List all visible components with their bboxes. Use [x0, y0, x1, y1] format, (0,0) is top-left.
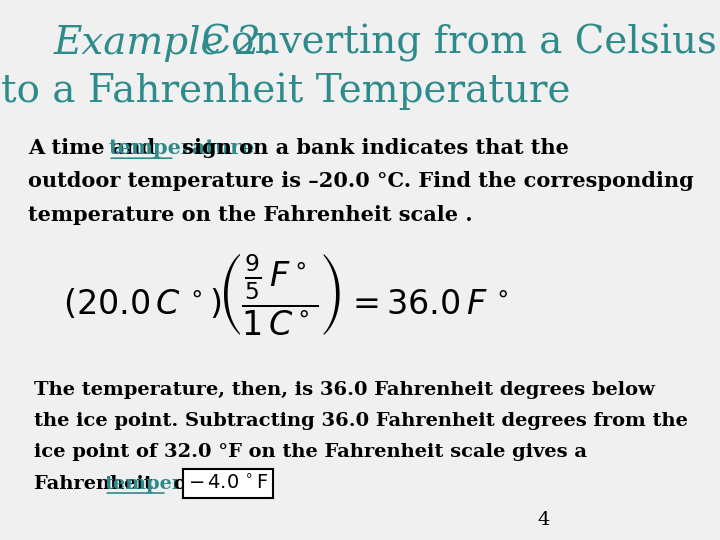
Text: Fahrenheit: Fahrenheit [34, 475, 159, 492]
Text: temperature: temperature [104, 475, 241, 492]
Text: 4: 4 [538, 511, 550, 529]
Text: sign on a bank indicates that the: sign on a bank indicates that the [174, 138, 569, 158]
Text: to a Fahrenheit Temperature: to a Fahrenheit Temperature [1, 73, 571, 110]
Text: $(20.0\,C\,{^\circ})\!\left(\dfrac{\frac{9}{5}\,F{^\circ}}{1\,C{^\circ}}\right) : $(20.0\,C\,{^\circ})\!\left(\dfrac{\frac… [63, 251, 509, 338]
Text: The temperature, then, is 36.0 Fahrenheit degrees below: The temperature, then, is 36.0 Fahrenhei… [34, 381, 654, 399]
Text: A time and: A time and [28, 138, 163, 158]
Text: temperature: temperature [109, 138, 255, 158]
Text: outdoor temperature is –20.0 °C. Find the corresponding: outdoor temperature is –20.0 °C. Find th… [28, 171, 694, 191]
Text: temperature on the Fahrenheit scale .: temperature on the Fahrenheit scale . [28, 205, 473, 225]
Text: the ice point. Subtracting 36.0 Fahrenheit degrees from the: the ice point. Subtracting 36.0 Fahrenhe… [34, 412, 688, 430]
Text: of: of [167, 475, 202, 492]
Text: ice point of 32.0 °F on the Fahrenheit scale gives a: ice point of 32.0 °F on the Fahrenheit s… [34, 443, 587, 461]
Text: Converting from a Celsius: Converting from a Celsius [53, 24, 717, 62]
Text: $-\,4.0\,{^\circ}\mathrm{F}$: $-\,4.0\,{^\circ}\mathrm{F}$ [188, 474, 269, 494]
Text: Example 2.: Example 2. [53, 24, 274, 62]
